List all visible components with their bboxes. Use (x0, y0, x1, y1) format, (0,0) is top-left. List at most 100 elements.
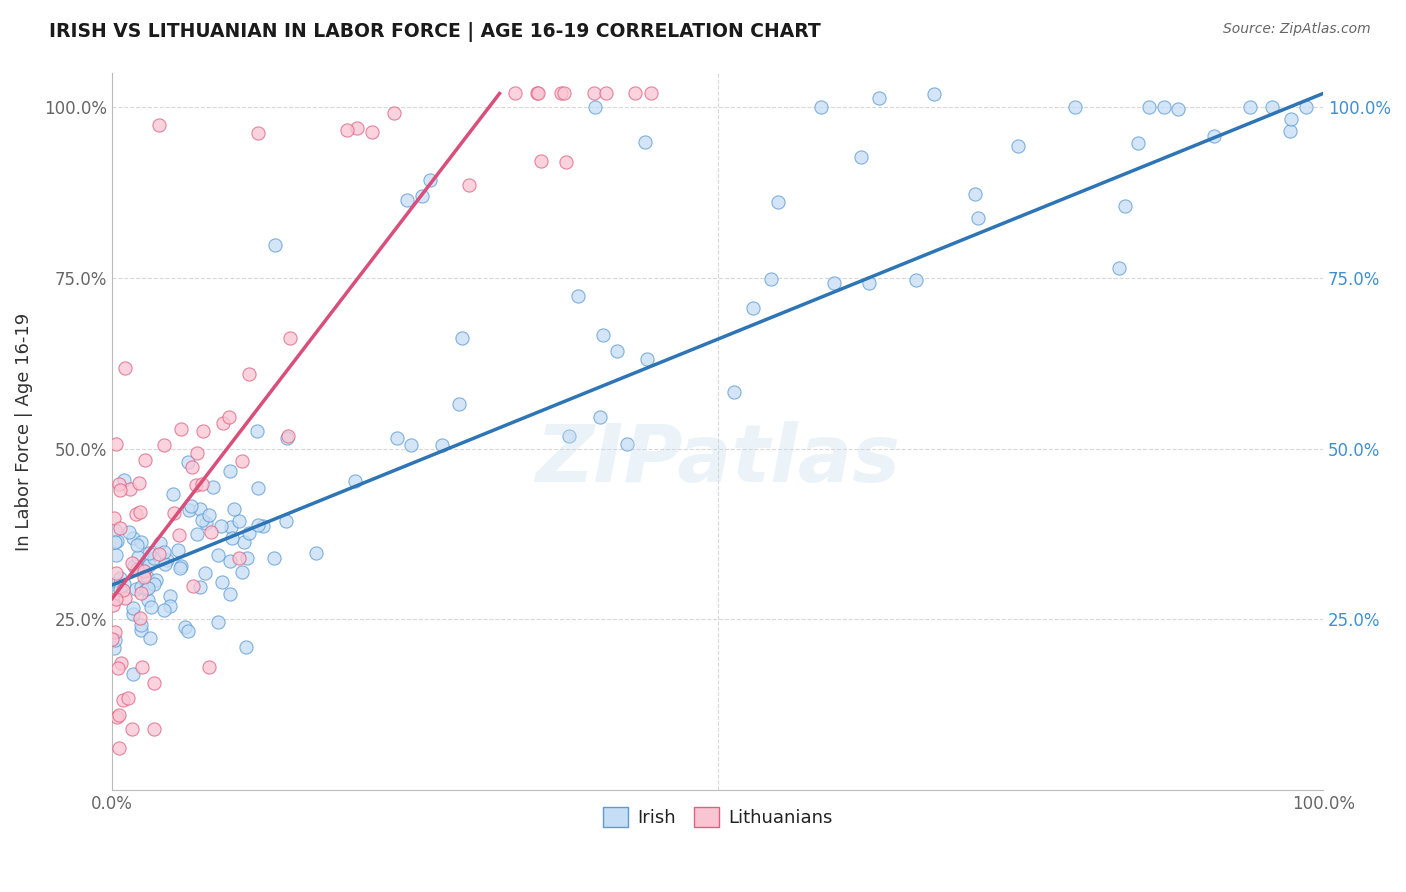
Point (170, 558, 193, 573)
Point (335, 123, 357, 137)
Point (122, 607, 145, 621)
Point (228, 551, 250, 566)
Point (101, 598, 124, 612)
Point (558, 429, 581, 443)
Point (112, 473, 135, 487)
Point (105, 710, 128, 724)
Point (143, 577, 166, 591)
Y-axis label: In Labor Force | Age 16-19: In Labor Force | Age 16-19 (15, 312, 32, 550)
Point (967, 211, 990, 226)
Point (132, 564, 155, 578)
Point (212, 417, 235, 431)
Point (191, 425, 214, 439)
Point (148, 547, 170, 561)
Point (1108, 260, 1130, 275)
Point (105, 548, 128, 562)
Point (419, 173, 441, 187)
Point (186, 446, 208, 460)
Point (592, 327, 614, 342)
Point (236, 550, 259, 565)
Point (128, 475, 150, 490)
Point (180, 500, 202, 514)
Point (131, 586, 153, 600)
Point (567, 289, 589, 303)
Point (173, 620, 195, 634)
Point (277, 429, 299, 443)
Point (606, 344, 628, 359)
Point (159, 599, 181, 614)
Point (121, 556, 143, 570)
Point (246, 424, 269, 438)
Point (526, 87, 548, 101)
Point (134, 453, 156, 467)
Point (135, 582, 157, 596)
Point (246, 518, 269, 533)
Point (186, 527, 208, 541)
Point (131, 623, 153, 637)
Point (823, 276, 845, 290)
Point (103, 523, 125, 537)
Point (156, 552, 179, 566)
Point (384, 106, 406, 120)
Point (129, 580, 152, 594)
Point (114, 360, 136, 375)
Point (121, 723, 143, 737)
Point (101, 632, 124, 646)
Point (503, 87, 526, 101)
Point (235, 640, 257, 654)
Point (139, 599, 162, 614)
Point (112, 576, 135, 591)
Point (139, 631, 162, 645)
Point (238, 525, 260, 540)
Point (190, 513, 212, 527)
Point (589, 410, 612, 425)
Point (170, 422, 193, 436)
Point (131, 659, 153, 673)
Point (117, 690, 139, 705)
Point (222, 502, 245, 516)
Point (209, 519, 232, 533)
Point (125, 538, 148, 552)
Point (247, 482, 270, 496)
Point (198, 508, 221, 522)
Point (124, 582, 146, 596)
Point (166, 542, 188, 557)
Point (211, 575, 233, 590)
Point (231, 565, 253, 579)
Point (103, 581, 125, 595)
Point (108, 483, 131, 497)
Point (361, 125, 384, 139)
Point (104, 632, 127, 647)
Point (190, 502, 212, 516)
Point (112, 693, 135, 707)
Point (849, 150, 872, 164)
Point (1279, 112, 1302, 126)
Point (110, 571, 132, 585)
Point (263, 238, 285, 252)
Point (810, 100, 832, 114)
Point (148, 119, 170, 133)
Point (219, 520, 242, 534)
Point (107, 707, 129, 722)
Point (190, 477, 212, 491)
Point (138, 546, 160, 560)
Point (103, 511, 125, 525)
Point (553, 87, 575, 101)
Point (136, 593, 159, 607)
Point (555, 155, 578, 169)
Point (634, 135, 657, 149)
Point (218, 553, 240, 567)
Text: Source: ZipAtlas.com: Source: ZipAtlas.com (1223, 22, 1371, 37)
Point (104, 534, 127, 549)
Point (177, 455, 200, 469)
Point (132, 563, 155, 577)
Point (396, 193, 419, 207)
Point (527, 87, 550, 101)
Point (122, 666, 145, 681)
Point (128, 610, 150, 624)
Point (145, 573, 167, 587)
Point (194, 566, 217, 580)
Point (447, 397, 470, 411)
Point (583, 100, 606, 114)
Point (595, 87, 617, 101)
